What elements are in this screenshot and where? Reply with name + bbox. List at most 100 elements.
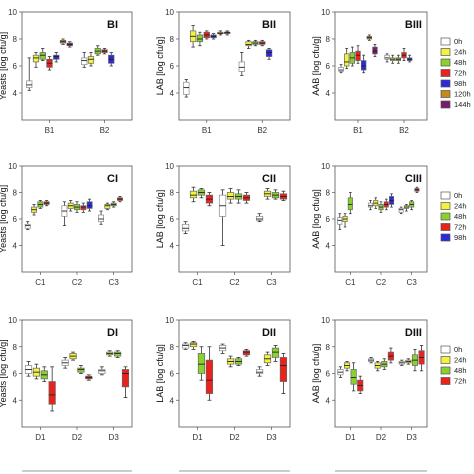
legend-swatch-72h [440,377,451,385]
legend-label-72h: 72h [454,223,467,232]
plot-frame [21,11,133,121]
box-body [238,61,245,72]
box-d2-72h [387,347,394,364]
y-tick-label: 6 [326,62,331,71]
box-body [355,50,361,61]
y-tick-label: 8 [170,343,175,352]
box-c1-72h [43,200,50,207]
box-b2-0h [81,52,88,68]
legend-swatch-48h [440,58,451,67]
box-body [98,369,106,374]
box-b1-144h [66,41,73,48]
legend-swatch-98h [440,79,451,88]
plot-frame [178,11,291,121]
box-c2-72h [80,202,87,213]
y-tick-label: 4 [326,396,331,405]
box-body [48,381,56,405]
box-c1-72h [205,192,214,207]
y-tick-label: 10 [8,316,17,325]
box-c3-48h [409,200,415,211]
box-b2-24h [87,52,95,67]
legend-swatch-24h [440,202,451,210]
box-c1-0h [24,221,31,231]
panel-title: BIII [405,19,422,31]
panel-ci: 4 6 8 10 Yeasts [log cfu/g] CI C1 C2 C3 [0,162,133,287]
box-body [337,217,343,225]
box-d1-72h [48,366,56,412]
box-d3-48h [411,349,419,372]
y-tick-label: 4 [326,89,331,98]
y-tick-label: 8 [170,35,175,44]
box-body [344,53,350,67]
box-d2-72h [85,374,93,381]
legend-swatch-0h [440,191,451,200]
box-c2-48h [234,189,243,204]
x-tick-label: C2 [376,278,387,287]
box-b2-48h [252,39,259,47]
y-tick-label: 10 [165,162,174,171]
box-c1-24h [342,213,348,228]
box-body [242,350,251,356]
y-tick-label: 8 [326,189,331,198]
box-body [384,54,390,60]
x-tick-label: C1 [345,278,356,287]
box-b2-98h [108,52,115,67]
x-tick-label: B2 [399,126,409,135]
y-tick-label: 10 [321,8,330,17]
y-tick-label: 10 [8,8,17,17]
y-tick-label: 4 [326,242,331,251]
box-c1-48h [197,188,206,199]
box-b1-120h [59,38,67,45]
x-tick-label: D2 [376,433,387,442]
y-axis-label: AAB [log cfu/g] [311,189,321,249]
box-b1-120h [366,34,372,41]
box-b2-0h [238,52,245,76]
box-b1-120h [217,30,224,36]
box-body [81,57,88,66]
box-body [265,49,273,57]
box-body [279,357,288,382]
box-d3-24h [263,351,272,366]
box-d3-48h [114,350,122,358]
box-c3-48h [271,189,280,200]
box-body [26,80,33,88]
box-b2-72h [101,48,108,55]
box-body [77,367,85,373]
y-axis-label: LAB [log cfu/g] [155,344,165,403]
x-tick-label: B2 [100,126,110,135]
box-c1-48h [347,192,353,215]
legend-label-0h: 0h [454,191,462,200]
box-c2-72h [383,198,389,211]
y-tick-label: 4 [170,89,175,98]
panel-di: 4 6 8 10 Yeasts [log cfu/g] DI D1 D2 D3 [0,316,133,442]
legend-label-24h: 24h [454,356,467,365]
y-tick-label: 10 [8,162,17,171]
box-b1-0h [26,57,33,91]
box-c1-48h [37,200,44,209]
box-b1-72h [46,56,53,71]
box-c1-0h [181,221,190,234]
box-d3-48h [271,345,280,362]
x-tick-label: C1 [35,278,46,287]
panel-bii: 4 6 8 10 LAB [log cfu/g] BII B1 B2 [155,8,291,135]
box-c3-24h [403,204,409,212]
box-b2-98h [406,54,413,63]
x-tick-label: B2 [257,126,267,135]
box-c2-72h [242,192,251,204]
box-d1-0h [24,361,33,377]
box-d1-24h [343,361,351,372]
plot-frame [334,319,428,428]
box-body [255,369,264,374]
x-tick-label: D1 [192,433,203,442]
legend-label-72h: 72h [454,377,467,386]
panel-title: CI [107,173,118,185]
box-d1-0h [337,366,344,378]
legend-label-0h: 0h [454,37,462,46]
box-c3-24h [263,188,272,200]
panel-title: CII [262,173,276,185]
box-b2-98h [265,48,273,60]
box-d2-48h [381,358,388,370]
y-tick-label: 6 [170,370,175,379]
box-c2-0h [61,201,68,227]
